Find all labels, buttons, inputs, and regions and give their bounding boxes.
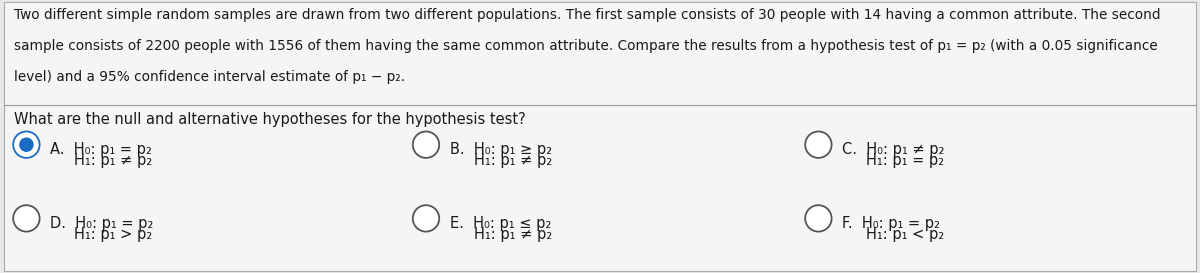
Text: C.  H₀: p₁ ≠ p₂: C. H₀: p₁ ≠ p₂ [842, 142, 944, 157]
Ellipse shape [805, 205, 832, 232]
Ellipse shape [413, 132, 439, 158]
FancyBboxPatch shape [4, 2, 1196, 271]
Text: What are the null and alternative hypotheses for the hypothesis test?: What are the null and alternative hypoth… [14, 112, 526, 127]
Ellipse shape [805, 132, 832, 158]
Text: H₁: p₁ ≠ p₂: H₁: p₁ ≠ p₂ [74, 153, 152, 168]
Ellipse shape [13, 132, 40, 158]
Text: H₁: p₁ < p₂: H₁: p₁ < p₂ [866, 227, 944, 242]
Ellipse shape [13, 205, 40, 232]
Ellipse shape [413, 205, 439, 232]
Text: sample consists of 2200 people with 1556 of them having the same common attribut: sample consists of 2200 people with 1556… [14, 39, 1158, 53]
Text: E.  H₀: p₁ ≤ p₂: E. H₀: p₁ ≤ p₂ [450, 216, 551, 231]
Text: H₁: p₁ > p₂: H₁: p₁ > p₂ [74, 227, 152, 242]
Text: F.  H₀: p₁ = p₂: F. H₀: p₁ = p₂ [842, 216, 941, 231]
Ellipse shape [19, 137, 34, 152]
Text: Two different simple random samples are drawn from two different populations. Th: Two different simple random samples are … [14, 8, 1160, 22]
Text: B.  H₀: p₁ ≥ p₂: B. H₀: p₁ ≥ p₂ [450, 142, 552, 157]
Text: D.  H₀: p₁ = p₂: D. H₀: p₁ = p₂ [50, 216, 154, 231]
Text: A.  H₀: p₁ = p₂: A. H₀: p₁ = p₂ [50, 142, 152, 157]
Text: H₁: p₁ = p₂: H₁: p₁ = p₂ [866, 153, 944, 168]
Text: H₁: p₁ ≠ p₂: H₁: p₁ ≠ p₂ [474, 153, 552, 168]
Text: H₁: p₁ ≠ p₂: H₁: p₁ ≠ p₂ [474, 227, 552, 242]
Text: level) and a 95% confidence interval estimate of p₁ − p₂.: level) and a 95% confidence interval est… [14, 70, 406, 84]
